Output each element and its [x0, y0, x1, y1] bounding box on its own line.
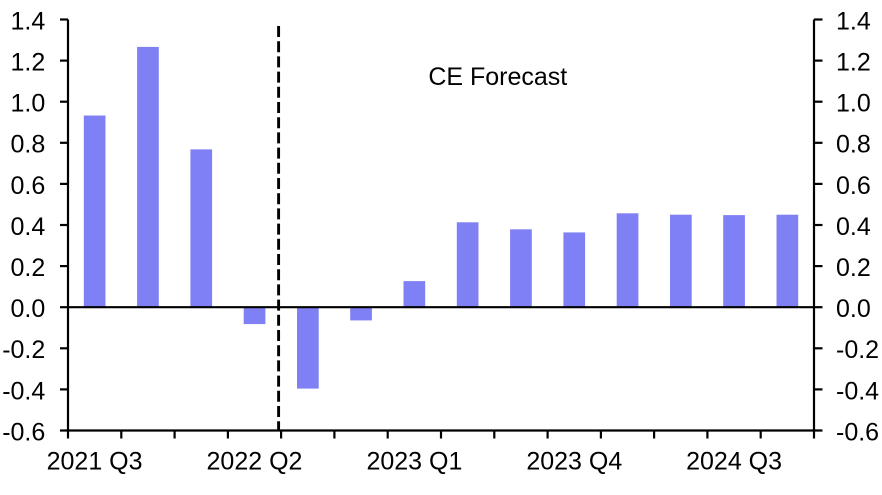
- svg-text:1.0: 1.0: [836, 90, 871, 118]
- svg-text:0.2: 0.2: [11, 254, 46, 282]
- svg-text:0.0: 0.0: [11, 295, 46, 323]
- svg-text:2024 Q3: 2024 Q3: [686, 448, 782, 476]
- svg-text:0.8: 0.8: [836, 131, 871, 159]
- svg-text:-0.6: -0.6: [836, 418, 879, 446]
- svg-text:1.0: 1.0: [11, 90, 46, 118]
- svg-text:1.4: 1.4: [836, 7, 871, 35]
- svg-text:2022 Q2: 2022 Q2: [207, 448, 303, 476]
- svg-text:-0.6: -0.6: [2, 418, 45, 446]
- svg-text:0.4: 0.4: [11, 213, 46, 241]
- svg-text:2023 Q1: 2023 Q1: [366, 448, 462, 476]
- svg-text:0.8: 0.8: [11, 131, 46, 159]
- svg-text:0.6: 0.6: [836, 172, 871, 200]
- svg-text:2023 Q4: 2023 Q4: [526, 448, 622, 476]
- svg-text:-0.2: -0.2: [836, 336, 879, 364]
- svg-text:0.0: 0.0: [836, 295, 871, 323]
- svg-text:1.2: 1.2: [11, 49, 46, 77]
- svg-text:CE Forecast: CE Forecast: [428, 63, 567, 91]
- svg-text:1.2: 1.2: [836, 49, 871, 77]
- svg-text:-0.4: -0.4: [836, 377, 879, 405]
- svg-text:1.4: 1.4: [11, 7, 46, 35]
- svg-text:0.6: 0.6: [11, 172, 46, 200]
- svg-text:-0.4: -0.4: [2, 377, 45, 405]
- svg-text:0.4: 0.4: [836, 213, 871, 241]
- svg-text:0.2: 0.2: [836, 254, 871, 282]
- svg-text:-0.2: -0.2: [2, 336, 45, 364]
- svg-text:2021 Q3: 2021 Q3: [47, 448, 143, 476]
